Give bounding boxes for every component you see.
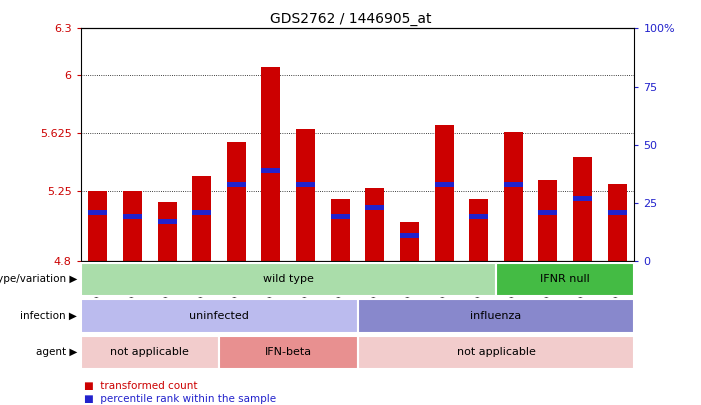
Bar bbox=[400, 233, 419, 238]
Bar bbox=[88, 192, 107, 261]
Bar bbox=[400, 222, 419, 261]
Text: not applicable: not applicable bbox=[110, 347, 189, 357]
Bar bbox=[504, 181, 523, 187]
Bar bbox=[192, 209, 211, 215]
Text: genotype/variation ▶: genotype/variation ▶ bbox=[0, 275, 77, 284]
Bar bbox=[261, 168, 280, 173]
Bar bbox=[365, 205, 384, 210]
Text: IFN-beta: IFN-beta bbox=[265, 347, 312, 357]
Bar bbox=[358, 336, 634, 369]
Bar bbox=[227, 181, 246, 187]
Bar bbox=[538, 181, 557, 261]
Bar bbox=[219, 336, 358, 369]
Bar bbox=[261, 67, 280, 261]
Bar bbox=[88, 209, 107, 215]
Bar bbox=[469, 214, 488, 219]
Bar bbox=[573, 196, 592, 201]
Bar bbox=[496, 263, 634, 296]
Text: GDS2762 / 1446905_at: GDS2762 / 1446905_at bbox=[270, 12, 431, 26]
Bar bbox=[358, 299, 634, 333]
Bar bbox=[573, 157, 592, 261]
Text: wild type: wild type bbox=[263, 275, 314, 284]
Bar bbox=[435, 181, 454, 187]
Bar bbox=[469, 199, 488, 261]
Bar bbox=[192, 176, 211, 261]
Bar bbox=[81, 336, 219, 369]
Bar bbox=[331, 199, 350, 261]
Bar bbox=[538, 209, 557, 215]
Bar bbox=[81, 299, 358, 333]
Text: uninfected: uninfected bbox=[189, 311, 249, 321]
Bar bbox=[227, 142, 246, 261]
Bar bbox=[123, 192, 142, 261]
Bar bbox=[331, 214, 350, 219]
Bar bbox=[81, 263, 496, 296]
Bar bbox=[608, 183, 627, 261]
Text: ■  percentile rank within the sample: ■ percentile rank within the sample bbox=[84, 394, 276, 404]
Bar bbox=[365, 188, 384, 261]
Bar bbox=[504, 132, 523, 261]
Text: not applicable: not applicable bbox=[456, 347, 536, 357]
Bar bbox=[435, 125, 454, 261]
Bar bbox=[296, 129, 315, 261]
Bar bbox=[608, 209, 627, 215]
Bar bbox=[123, 214, 142, 219]
Text: ■  transformed count: ■ transformed count bbox=[84, 381, 198, 391]
Text: infection ▶: infection ▶ bbox=[20, 311, 77, 321]
Bar bbox=[158, 202, 177, 261]
Text: influenza: influenza bbox=[470, 311, 522, 321]
Bar bbox=[158, 219, 177, 224]
Bar bbox=[296, 181, 315, 187]
Text: IFNR null: IFNR null bbox=[540, 275, 590, 284]
Text: agent ▶: agent ▶ bbox=[36, 347, 77, 357]
